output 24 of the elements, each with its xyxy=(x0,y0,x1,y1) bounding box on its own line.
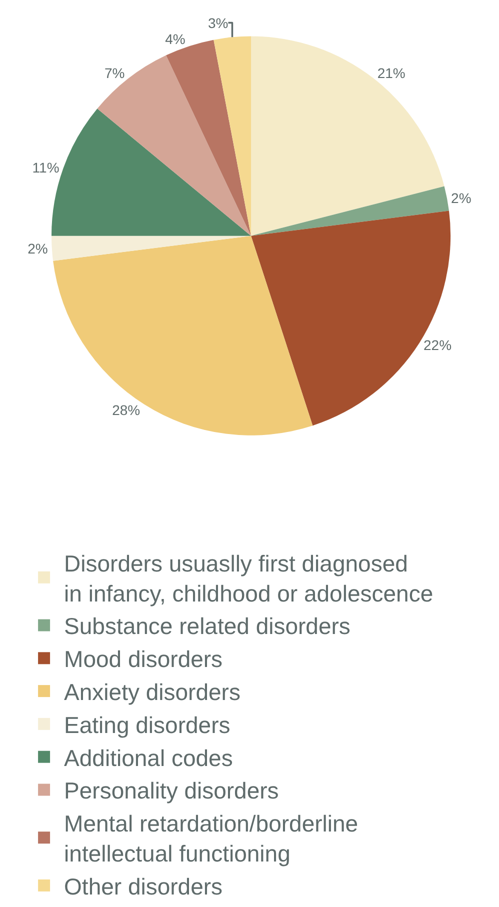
legend-label: Mental retardation/borderline intellectual functioning xyxy=(64,810,358,867)
data-label: 22% xyxy=(423,337,452,354)
legend-label: Eating disorders xyxy=(64,712,230,738)
legend-label: Disorders usuaslly first diagnosed in infancy, childhood or adolescence xyxy=(64,550,434,606)
pie-slice xyxy=(97,55,252,236)
pie-slice xyxy=(53,236,313,435)
pie-slice xyxy=(251,36,444,236)
data-label: 2% xyxy=(28,240,48,256)
pie-slice xyxy=(251,186,449,236)
legend-label: Mood disorders xyxy=(64,646,223,672)
data-label: 11% xyxy=(32,159,60,176)
pie-slice xyxy=(251,210,451,426)
legend-label: Substance related disorders xyxy=(64,613,350,640)
data-label: 2% xyxy=(451,190,472,206)
legend-label: Personality disorders xyxy=(64,778,279,804)
data-label: 3% xyxy=(208,14,228,31)
legend-label: Additional codes xyxy=(64,744,233,771)
data-label: 21% xyxy=(377,65,406,82)
data-label: 7% xyxy=(104,65,125,82)
legend-label: Anxiety disorders xyxy=(64,679,240,706)
data-label: 28% xyxy=(112,402,140,418)
data-label: 4% xyxy=(165,30,186,47)
legend-label: Other disorders xyxy=(64,873,223,900)
pie-slice xyxy=(214,36,252,236)
